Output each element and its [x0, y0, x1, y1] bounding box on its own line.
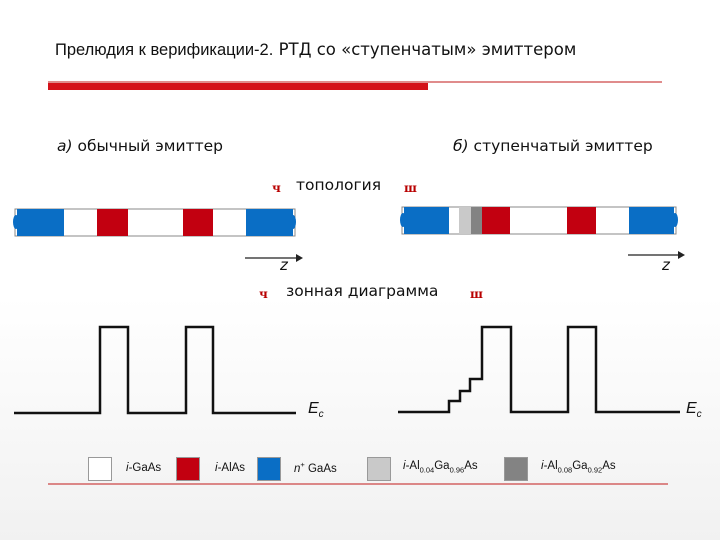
left-barrier-1: [97, 209, 128, 236]
legend-mid: Ga: [572, 460, 588, 472]
legend-text: -AlAs: [217, 462, 246, 474]
legend-mid: Ga: [434, 460, 450, 472]
right-contact-blue-2: [629, 207, 674, 234]
right-step-light: [459, 207, 471, 234]
legend-label-al008: i-Al0.08Ga0.92As: [541, 460, 616, 474]
legend-sup: +: [300, 460, 305, 469]
topology-label: топология: [296, 176, 382, 194]
left-band-profile: [14, 325, 296, 415]
legend-end: As: [464, 460, 478, 472]
left-ec-base: E: [308, 400, 319, 417]
legend-prefix: i: [541, 460, 544, 472]
title-main: РТД со «ступенчатым» эмиттером: [278, 40, 577, 59]
left-z-label: z: [280, 256, 288, 274]
legend-swatch-al008: [504, 457, 528, 481]
legend-label-i-alas: i-AlAs: [215, 462, 245, 474]
legend-label-n-gaas: n+ GaAs: [294, 460, 337, 475]
right-z-label: z: [662, 256, 670, 274]
legend-text: -Al: [405, 460, 420, 472]
right-barrier-1: [482, 207, 510, 234]
legend-sub2: 0.92: [587, 465, 603, 475]
left-barrier-2: [183, 209, 213, 236]
right-ec-sub: c: [696, 409, 702, 421]
left-z-arrowhead: [296, 254, 303, 262]
legend-label-al004: i-Al0.04Ga0.96As: [403, 460, 478, 474]
legend-text: -GaAs: [128, 462, 162, 474]
legend-prefix: i: [126, 462, 129, 474]
legend-end: As: [602, 460, 616, 472]
legend-prefix: n: [294, 462, 301, 475]
right-end-cap: [400, 213, 406, 227]
right-ec-label: Ec: [686, 400, 702, 420]
legend-prefix: i: [403, 460, 406, 472]
right-ec-base: E: [686, 400, 697, 417]
left-caption-letter: а): [57, 137, 73, 155]
legend-sub2: 0.96: [449, 465, 465, 475]
legend-swatch-i-alas: [176, 457, 200, 481]
left-caption-text: обычный эмиттер: [77, 137, 224, 155]
title-prefix: Прелюдия к верификации-2.: [55, 41, 274, 59]
band-arrow-right-icon: ш: [470, 287, 483, 301]
band-arrow-left-icon: ч: [259, 287, 268, 301]
legend-sub1: 0.08: [557, 465, 573, 475]
right-z-arrowhead: [678, 251, 685, 259]
left-ec-label: Ec: [308, 400, 324, 420]
right-step-dark: [471, 207, 482, 234]
legend-swatch-al004: [367, 457, 391, 481]
legend-text: GaAs: [304, 462, 337, 475]
left-ec-sub: c: [318, 409, 324, 421]
right-caption-letter: б): [453, 137, 469, 155]
legend-text: -Al: [543, 460, 558, 472]
right-contact-blue: [404, 207, 449, 234]
legend-prefix: i: [215, 462, 218, 474]
left-structure: [13, 208, 303, 262]
title-accent-bar: [48, 83, 428, 90]
legend-sub1: 0.04: [419, 465, 435, 475]
left-contact-blue-2: [246, 209, 293, 236]
legend-swatch-n-gaas: [257, 457, 281, 481]
right-end-cap-2: [672, 213, 678, 227]
legend-label-i-gaas: i-GaAs: [126, 462, 161, 474]
right-caption-text: ступенчатый эмиттер: [473, 137, 653, 155]
left-contact-blue: [17, 209, 64, 236]
left-caption: а) обычный эмиттер: [57, 137, 223, 155]
left-end-cap: [13, 215, 19, 229]
topology-arrow-right-icon: ш: [404, 181, 417, 195]
right-structure: [400, 206, 685, 259]
band-diagram-label: зонная диаграмма: [286, 282, 439, 300]
page-title: Прелюдия к верификации-2. РТД со «ступен…: [55, 40, 576, 60]
right-band-profile: [398, 325, 680, 414]
topology-arrow-left-icon: ч: [272, 181, 281, 195]
left-end-cap-2: [290, 215, 296, 229]
right-barrier-2: [567, 207, 596, 234]
right-caption: б) ступенчатый эмиттер: [453, 137, 653, 155]
legend-swatch-i-gaas: [88, 457, 112, 481]
